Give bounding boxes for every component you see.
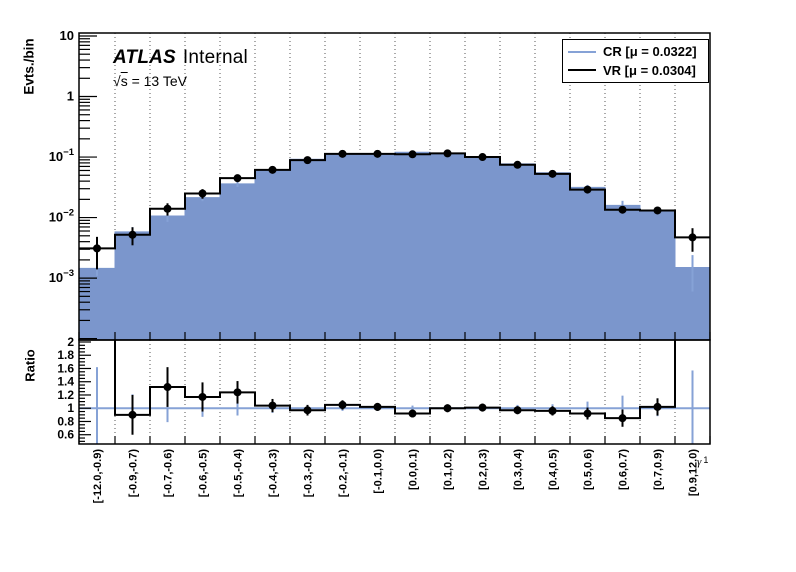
sqrt-sign: √ — [113, 73, 121, 89]
svg-text:[0.1,0.2): [0.1,0.2) — [443, 449, 455, 490]
vr-legend-label: VR [μ = 0.0304] — [603, 62, 696, 78]
svg-text:[-12.0,-0.9): [-12.0,-0.9) — [92, 449, 104, 504]
sqrt-s: s — [120, 73, 128, 89]
svg-text:[-0.4,-0.3): [-0.4,-0.3) — [268, 449, 280, 498]
svg-text:1: 1 — [67, 89, 74, 104]
energy-value: = 13 TeV — [127, 73, 187, 89]
axis-ticks — [78, 35, 711, 444]
svg-text:[-0.3,-0.2): [-0.3,-0.2) — [303, 449, 315, 498]
atlas-text: ATLAS — [113, 47, 176, 68]
svg-text:10−2: 10−2 — [49, 208, 74, 225]
svg-text:0.8: 0.8 — [57, 414, 74, 428]
x-axis-title-sub: 1 — [703, 455, 709, 465]
cr-filled-histogram — [79, 151, 710, 340]
vr-histogram — [79, 149, 710, 270]
main-y-axis-title: Evts./bin — [21, 38, 37, 95]
svg-text:[0.5,0.6): [0.5,0.6) — [583, 449, 595, 490]
svg-text:[-0.6,-0.5): [-0.6,-0.5) — [198, 449, 210, 498]
svg-text:[-0.7,-0.6): [-0.7,-0.6) — [163, 449, 175, 498]
svg-text:10: 10 — [60, 28, 74, 43]
legend-box: CR [μ = 0.0322] VR [μ = 0.0304] — [562, 39, 709, 83]
svg-text:[-0.9,-0.7): [-0.9,-0.7) — [128, 449, 140, 498]
vr-line-sample — [568, 69, 596, 72]
svg-text:[0.9,12.0): [0.9,12.0) — [688, 449, 700, 496]
atlas-sublabel: Internal — [182, 47, 248, 68]
legend-entry-cr: CR [μ = 0.0322] — [568, 44, 703, 59]
x-axis-title-symbol: γ — [697, 456, 702, 468]
svg-text:2: 2 — [67, 335, 74, 349]
legend-entry-vr: VR [μ = 0.0304] — [568, 63, 703, 78]
energy-label: √s = 13 TeV — [113, 73, 187, 89]
ratio-panel-content — [79, 340, 710, 444]
ratio-y-axis-title: Ratio — [22, 349, 38, 382]
svg-text:1.4: 1.4 — [57, 375, 74, 389]
svg-text:0.6: 0.6 — [57, 428, 74, 442]
cr-line-sample — [568, 50, 596, 53]
svg-text:10−1: 10−1 — [49, 147, 75, 164]
svg-text:[0.6,0.7): [0.6,0.7) — [618, 449, 630, 490]
svg-text:[-0.2,-0.1): [-0.2,-0.1) — [338, 449, 350, 498]
experiment-label: ATLAS Internal — [113, 47, 248, 69]
svg-text:[0.7,0.9): [0.7,0.9) — [653, 449, 665, 490]
cr-legend-label: CR [μ = 0.0322] — [603, 44, 697, 60]
svg-text:[-0.1,0.0): [-0.1,0.0) — [373, 449, 385, 494]
svg-text:1.2: 1.2 — [57, 388, 74, 402]
axis-labels: 10110−110−210−30.60.811.21.41.61.82[-12.… — [49, 28, 700, 503]
svg-text:1.8: 1.8 — [57, 348, 74, 362]
svg-text:10−3: 10−3 — [49, 268, 74, 285]
svg-text:1.6: 1.6 — [57, 361, 74, 375]
svg-text:[0.0,0.1): [0.0,0.1) — [408, 449, 420, 490]
svg-text:1: 1 — [67, 401, 74, 415]
svg-text:[0.2,0.3): [0.2,0.3) — [478, 449, 490, 490]
svg-text:[-0.5,-0.4): [-0.5,-0.4) — [233, 449, 245, 498]
svg-text:[0.3,0.4): [0.3,0.4) — [513, 449, 525, 490]
svg-text:[0.4,0.5): [0.4,0.5) — [548, 449, 560, 490]
